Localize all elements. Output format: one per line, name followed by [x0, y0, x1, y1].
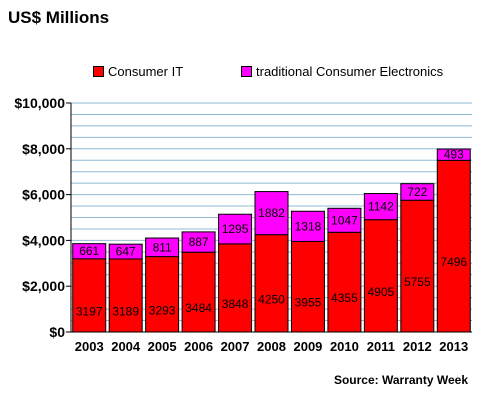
data-label-consumer-electronics: 647	[116, 245, 136, 259]
y-tick-label: $4,000	[22, 232, 65, 248]
data-label-consumer-it: 4250	[258, 292, 285, 306]
y-tick-label: $8,000	[22, 141, 65, 157]
source-note: Source: Warranty Week	[333, 373, 468, 387]
bar-consumer-electronics	[290, 210, 325, 242]
bar-consumer-electronics	[218, 213, 253, 245]
legend-label-consumer-electronics: traditional Consumer Electronics	[256, 64, 444, 79]
bar-consumer-it	[400, 199, 435, 333]
data-label-consumer-it: 3848	[222, 297, 249, 311]
bar-consumer-it	[145, 256, 180, 333]
x-tick-label: 2003	[75, 339, 104, 354]
legend-label-consumer-it: Consumer IT	[108, 64, 184, 79]
x-tick-label: 2010	[330, 339, 359, 354]
data-label-consumer-electronics: 1047	[331, 213, 358, 227]
bar-consumer-it	[72, 258, 107, 333]
bar-consumer-it	[290, 240, 325, 333]
bar-consumer-it	[181, 251, 216, 333]
chart-title: US$ Millions	[8, 8, 110, 27]
bar-consumer-electronics	[436, 148, 471, 161]
legend-item-consumer-it: Consumer IT	[93, 64, 183, 79]
data-label-consumer-electronics: 1882	[258, 206, 285, 220]
data-label-consumer-electronics: 887	[189, 235, 209, 249]
bar-consumer-it	[108, 258, 143, 333]
data-label-consumer-it: 3197	[76, 304, 103, 318]
bar-consumer-electronics	[108, 243, 143, 260]
data-label-consumer-electronics: 811	[153, 240, 172, 254]
bar-consumer-it	[363, 219, 398, 333]
x-tick-label: 2013	[439, 339, 468, 354]
bar-consumer-electronics	[327, 207, 362, 233]
x-tick-label: 2012	[403, 339, 432, 354]
data-label-consumer-electronics: 493	[444, 148, 464, 162]
data-label-consumer-it: 5755	[404, 275, 431, 289]
x-tick-label: 2006	[184, 339, 213, 354]
data-label-consumer-it: 4905	[368, 285, 395, 299]
x-tick-label: 2007	[221, 339, 250, 354]
data-label-consumer-electronics: 722	[407, 185, 427, 199]
x-tick-label: 2011	[367, 339, 395, 354]
data-label-consumer-it: 3955	[295, 296, 322, 310]
bar-consumer-it	[254, 234, 289, 333]
data-label-consumer-electronics: 661	[79, 244, 99, 258]
data-label-consumer-it: 3189	[112, 304, 139, 318]
bar-consumer-it	[218, 243, 253, 333]
x-tick-label: 2004	[111, 339, 141, 354]
legend-item-consumer-electronics: traditional Consumer Electronics	[241, 64, 443, 79]
bar-consumer-electronics	[254, 191, 289, 236]
y-tick-label: $0	[49, 324, 65, 340]
x-tick-label: 2005	[148, 339, 177, 354]
bar-consumer-electronics	[363, 193, 398, 221]
bar-consumer-electronics	[72, 243, 107, 260]
bar-consumer-electronics	[400, 183, 435, 201]
data-label-consumer-electronics: 1295	[222, 222, 249, 236]
legend-swatch-consumer-it	[93, 66, 104, 77]
y-tick-label: $6,000	[22, 187, 65, 203]
bar-consumer-electronics	[181, 231, 216, 253]
y-tick-label: $10,000	[14, 95, 65, 111]
bar-consumer-electronics	[145, 237, 180, 258]
x-tick-label: 2009	[293, 339, 322, 354]
legend-swatch-consumer-electronics	[241, 66, 252, 77]
data-label-consumer-it: 4355	[331, 291, 358, 305]
y-tick-label: $2,000	[22, 278, 65, 294]
data-label-consumer-electronics: 1318	[295, 219, 322, 233]
x-tick-label: 2008	[257, 339, 286, 354]
bar-consumer-it	[327, 231, 362, 333]
data-label-consumer-it: 7496	[440, 255, 467, 269]
data-label-consumer-it: 3484	[185, 301, 212, 315]
bar-consumer-it	[436, 159, 471, 333]
data-label-consumer-electronics: 1142	[368, 200, 394, 214]
data-label-consumer-it: 3293	[149, 303, 176, 317]
